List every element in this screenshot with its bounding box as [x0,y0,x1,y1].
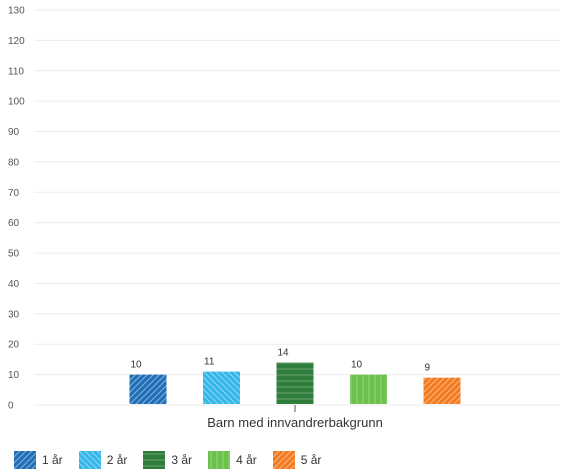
legend-item[interactable]: 1 år [14,451,63,469]
legend-swatch [78,451,101,469]
legend-item[interactable]: 3 år [143,451,192,469]
legend-label: 3 år [171,453,193,467]
y-tick-label: 130 [8,6,25,17]
data-label: 10 [351,360,363,371]
legend-item[interactable]: 5 år [272,451,322,469]
y-tick-label: 70 [8,188,20,199]
y-tick-label: 110 [8,66,24,77]
y-tick-label: 30 [8,309,20,320]
legend-label: 5 år [300,453,322,467]
y-tick-label: 120 [8,36,25,47]
legend-swatch [143,451,166,469]
legend-label: 4 år [236,453,257,467]
y-tick-label: 20 [8,340,20,351]
legend-label: 2 år [106,453,128,467]
y-tick-label: 50 [8,249,20,260]
y-tick-label: 40 [8,279,20,290]
data-label: 14 [278,347,290,358]
legend: 1 år 2 år 3 år 4 år 5 år [14,450,321,470]
legend-swatch [14,451,36,469]
y-tick-label: 60 [8,218,20,229]
y-tick-label: 90 [8,127,20,138]
data-label: 9 [425,363,431,374]
y-tick-label: 80 [8,157,20,168]
data-label: 10 [131,360,143,371]
bar [350,374,387,404]
bar [423,377,461,404]
legend-swatch [272,451,295,469]
category-label: Barn med innvandrerbakgrunn [207,415,383,430]
y-tick-label: 100 [8,97,25,108]
legend-item[interactable]: 4 år [208,451,257,469]
legend-swatch [208,451,231,469]
bar [203,371,240,404]
legend-item[interactable]: 2 år [78,451,128,469]
bar [129,374,167,404]
data-label: 11 [204,357,215,368]
y-tick-label: 10 [8,370,20,381]
bar [276,362,314,404]
legend-label: 1 år [42,453,63,467]
chart-plot: 0 10 20 30 40 50 60 70 80 90 100 110 120 130 10 11 14 10 9… [8,6,560,430]
y-tick-label: 0 [8,401,14,412]
